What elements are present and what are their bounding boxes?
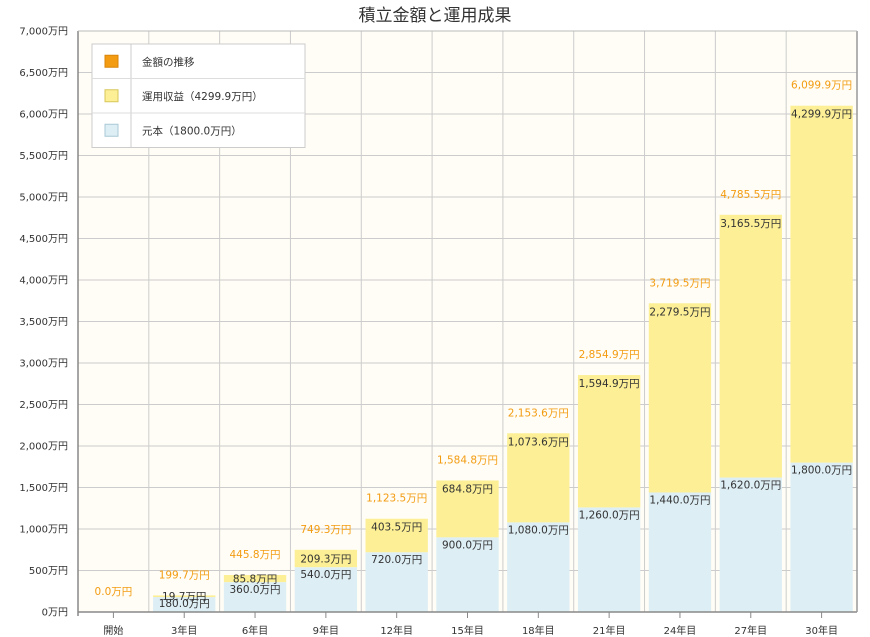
- return-bar: [719, 214, 782, 478]
- return-value-label: 85.8万円: [233, 574, 277, 586]
- total-value-label: 4,785.5万円: [720, 189, 781, 201]
- total-value-label: 749.3万円: [300, 524, 351, 536]
- return-bar: [223, 574, 287, 583]
- return-value-label: 1,594.9万円: [579, 378, 640, 390]
- return-bar: [648, 303, 712, 493]
- principal-value-label: 1,080.0万円: [508, 524, 569, 536]
- chart-title: 積立金額と運用成果: [359, 6, 512, 26]
- y-tick-label: 6,500万円: [19, 68, 68, 79]
- x-tick-label: 18年目: [522, 624, 555, 637]
- total-value-label: 2,153.6万円: [508, 407, 569, 419]
- total-value-label: 1,123.5万円: [366, 493, 427, 505]
- total-swatch-icon: [104, 54, 119, 68]
- principal-bar: [507, 522, 570, 612]
- x-tick-label: 27年目: [734, 624, 767, 637]
- x-tick-label: 12年目: [380, 624, 413, 637]
- legend-label: 金額の推移: [142, 55, 195, 68]
- return-value-label: 684.8万円: [442, 483, 493, 495]
- legend-label: 元本（1800.0万円）: [142, 124, 242, 137]
- x-tick-label: 3年目: [171, 624, 197, 637]
- y-tick-label: 7,000万円: [19, 27, 68, 38]
- principal-value-label: 360.0万円: [230, 584, 281, 596]
- total-value-label: 3,719.5万円: [649, 277, 710, 289]
- x-tick-label: 開始: [103, 624, 123, 637]
- return-bar: [436, 480, 499, 538]
- y-tick-label: 500万円: [29, 566, 68, 577]
- y-tick-label: 0万円: [42, 608, 68, 619]
- y-tick-label: 3,000万円: [19, 359, 68, 370]
- principal-bar: [719, 477, 782, 612]
- return-bar: [294, 549, 358, 568]
- return-bar: [790, 105, 853, 463]
- principal-value-label: 900.0万円: [442, 539, 493, 551]
- y-tick-label: 4,500万円: [19, 234, 68, 245]
- return-bar: [577, 375, 641, 508]
- total-value-label: 6,099.9万円: [791, 80, 852, 92]
- principal-value-label: 1,620.0万円: [720, 480, 781, 492]
- principal-value-label: 720.0万円: [371, 554, 422, 566]
- return-value-label: 2,279.5万円: [649, 306, 710, 318]
- principal-bar: [153, 597, 216, 612]
- return-value-label: 3,165.5万円: [720, 218, 781, 230]
- x-tick-label: 30年目: [805, 624, 838, 637]
- principal-value-label: 1,260.0万円: [579, 509, 640, 521]
- return-value-label: 209.3万円: [300, 553, 351, 565]
- principal-value-label: 1,440.0万円: [649, 494, 710, 506]
- y-tick-label: 1,000万円: [19, 525, 68, 536]
- x-tick-label: 9年目: [313, 624, 339, 637]
- principal-bar: [223, 582, 287, 612]
- principal-value-label: 180.0万円: [159, 598, 210, 610]
- x-tick-label: 6年目: [242, 624, 268, 637]
- return-value-label: 19.7万円: [162, 591, 206, 603]
- y-tick-label: 4,000万円: [19, 276, 68, 287]
- principal-bar: [577, 507, 641, 612]
- legend-item-return[interactable]: 運用収益（4299.9万円）: [104, 89, 263, 103]
- return-bar: [365, 518, 428, 553]
- legend-item-total[interactable]: 金額の推移: [104, 54, 195, 68]
- principal-bar: [648, 492, 712, 612]
- y-tick-label: 5,000万円: [19, 193, 68, 204]
- x-tick-label: 21年目: [593, 624, 626, 637]
- principal-value-label: 1,800.0万円: [791, 465, 852, 477]
- return-value-label: 1,073.6万円: [508, 436, 569, 448]
- return-value-label: 4,299.9万円: [791, 109, 852, 121]
- total-value-label: 1,584.8万円: [437, 454, 498, 466]
- total-value-label: 2,854.9万円: [579, 349, 640, 361]
- principal-bar: [436, 537, 499, 612]
- legend-box: [91, 43, 306, 148]
- x-tick-label: 15年目: [451, 624, 484, 637]
- legend-item-principal[interactable]: 元本（1800.0万円）: [104, 123, 242, 137]
- return-bar: [153, 595, 216, 598]
- return-bar: [507, 433, 570, 523]
- axes-layer: 0万円 500万円 1,000万円 1,500万円 2,000万円 2,500万円 3,00…: [19, 27, 858, 637]
- y-tick-label: 5,500万円: [19, 151, 68, 162]
- principal-bar: [365, 552, 428, 612]
- x-tick-label: 24年目: [664, 624, 697, 637]
- total-value-label: 199.7万円: [159, 569, 210, 581]
- return-swatch-icon: [104, 89, 119, 103]
- principal-value-label: 540.0万円: [300, 569, 351, 581]
- bars-layer: [153, 105, 853, 612]
- principal-bar: [790, 462, 853, 612]
- y-tick-label: 2,500万円: [19, 400, 68, 411]
- y-tick-label: 3,500万円: [19, 317, 68, 328]
- total-value-label: 0.0万円: [95, 586, 133, 598]
- principal-bar: [294, 567, 358, 612]
- total-value-label: 445.8万円: [230, 549, 281, 561]
- y-tick-label: 1,500万円: [19, 483, 68, 494]
- legend-label: 運用収益（4299.9万円）: [142, 90, 263, 103]
- y-tick-label: 2,000万円: [19, 442, 68, 453]
- return-value-label: 403.5万円: [371, 522, 422, 534]
- principal-swatch-icon: [104, 123, 119, 137]
- y-tick-label: 6,000万円: [19, 110, 68, 121]
